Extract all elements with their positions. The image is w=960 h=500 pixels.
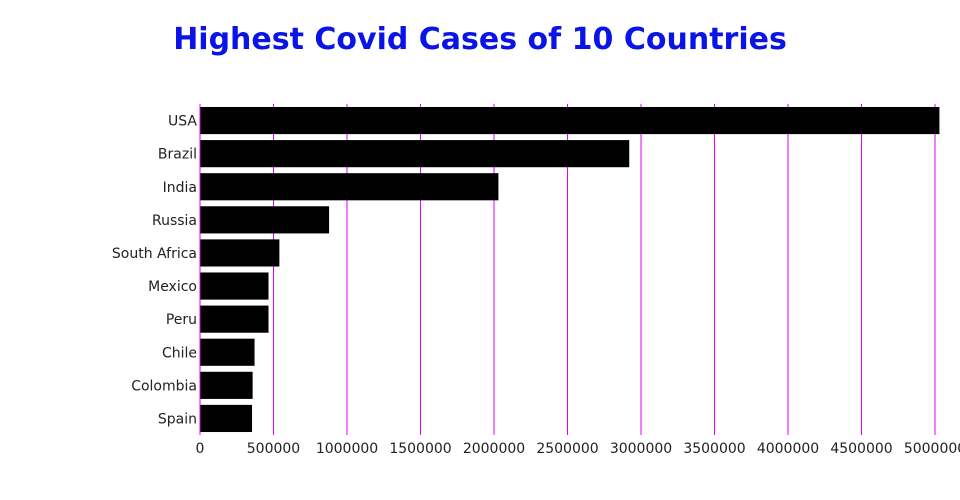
x-tick-label: 2000000	[463, 441, 525, 457]
x-tick-label: 0	[196, 441, 205, 457]
y-tick-label: South Africa	[112, 246, 197, 262]
bar	[200, 173, 499, 201]
y-tick-label: Mexico	[148, 279, 197, 295]
y-tick-label: USA	[168, 114, 197, 130]
bar	[200, 404, 253, 433]
bar	[200, 239, 280, 267]
y-tick-labels: USA Brazil India Russia South Africa Mexico Pe…	[112, 114, 197, 428]
bar	[200, 206, 330, 234]
x-tick-label: 3000000	[610, 441, 672, 457]
bar	[200, 272, 269, 300]
y-tick-label: Peru	[166, 312, 197, 328]
bars	[200, 106, 940, 433]
bar	[200, 371, 253, 399]
y-tick-label: India	[163, 180, 197, 196]
x-tick-label: 3500000	[683, 441, 745, 457]
bar	[200, 338, 255, 366]
chart-title: Highest Covid Cases of 10 Countries	[173, 22, 787, 57]
x-tick-label: 500000	[247, 441, 300, 457]
x-tick-label: 4000000	[757, 441, 819, 457]
y-tick-label: Spain	[158, 411, 197, 427]
x-tick-label: 2500000	[536, 441, 598, 457]
x-tick-label: 4500000	[830, 441, 892, 457]
x-tick-label: 5000000	[904, 441, 960, 457]
x-tick-labels: 0 500000 1000000 1500000 2000000 2500000 30000…	[196, 441, 960, 457]
x-tick-label: 1500000	[389, 441, 451, 457]
y-tick-label: Colombia	[131, 378, 197, 394]
y-tick-label: Brazil	[158, 147, 197, 163]
bar	[200, 305, 269, 333]
bar	[200, 106, 940, 135]
y-tick-label: Chile	[162, 345, 197, 361]
y-tick-label: Russia	[152, 213, 197, 229]
bar	[200, 140, 630, 168]
x-tick-label: 1000000	[316, 441, 378, 457]
